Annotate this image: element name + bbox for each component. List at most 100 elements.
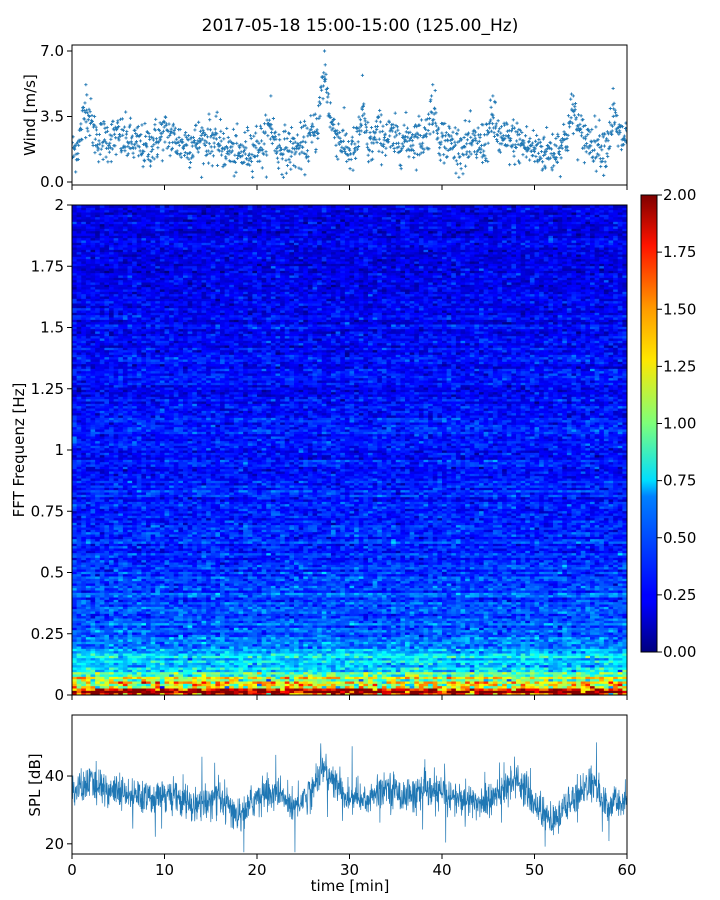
spectrogram-cell bbox=[81, 664, 87, 668]
spectrogram-cell bbox=[187, 688, 193, 691]
spectrogram-cell bbox=[423, 676, 429, 680]
spectrogram-cell bbox=[354, 690, 360, 694]
wind-point bbox=[182, 153, 187, 158]
spectrogram-cell bbox=[169, 667, 175, 670]
spectrogram-cell bbox=[196, 676, 203, 680]
spectrogram-cell bbox=[90, 676, 96, 680]
spectrogram-cell bbox=[391, 688, 397, 691]
figure-title: 2017-05-18 15:00-15:00 (125.00_Hz) bbox=[202, 16, 519, 36]
spectrogram-cell bbox=[229, 667, 235, 670]
spectrogram-cell bbox=[418, 692, 425, 695]
spectrogram-cell bbox=[164, 669, 170, 673]
spectrogram-cell bbox=[344, 681, 351, 684]
spectrogram-cell bbox=[275, 678, 281, 682]
wind-point bbox=[522, 141, 526, 145]
spectrogram-cell bbox=[289, 664, 295, 668]
spectrogram-cell bbox=[307, 681, 314, 684]
spectrogram-cell bbox=[206, 692, 212, 695]
spectrogram-cell bbox=[580, 690, 586, 694]
wind-point bbox=[284, 171, 288, 175]
spectrogram-cell bbox=[155, 681, 161, 684]
wind-point bbox=[562, 130, 566, 134]
spectrogram-cell bbox=[178, 667, 184, 670]
spectrogram-cell bbox=[266, 667, 272, 670]
spectrogram-cell bbox=[511, 688, 517, 691]
spectrogram-cell bbox=[506, 676, 512, 680]
spectrogram-cell bbox=[479, 676, 485, 680]
wind-point bbox=[487, 130, 491, 134]
wind-point bbox=[74, 152, 78, 156]
spectrogram-cell bbox=[326, 671, 332, 675]
spectrogram-cell bbox=[252, 662, 258, 666]
wind-point bbox=[378, 130, 382, 134]
wind-peak-point bbox=[322, 49, 327, 53]
spectrogram-cell bbox=[81, 662, 87, 666]
spectrogram-cell bbox=[257, 674, 263, 677]
spectrogram-cell bbox=[252, 678, 258, 682]
spectrogram-cell bbox=[284, 681, 290, 684]
wind-point bbox=[125, 129, 129, 134]
spectrogram-cell bbox=[270, 681, 277, 684]
spectrogram-cell bbox=[506, 667, 512, 670]
wind-point bbox=[594, 125, 598, 129]
spectrogram-cell bbox=[220, 664, 226, 668]
spectrogram-cell bbox=[349, 683, 355, 687]
wind-point bbox=[271, 116, 276, 121]
spectrogram-cell bbox=[146, 660, 152, 663]
wind-point bbox=[328, 101, 333, 105]
spectrogram-cell bbox=[252, 657, 258, 661]
wind-point bbox=[576, 124, 580, 128]
spectrogram-cell bbox=[409, 662, 415, 666]
wind-point bbox=[127, 141, 131, 145]
wind-point bbox=[219, 129, 223, 133]
wind-point bbox=[555, 156, 559, 160]
wind-point bbox=[336, 122, 341, 126]
spectrogram-cell bbox=[594, 676, 600, 680]
spectrogram-cell bbox=[580, 688, 586, 691]
spectrogram-cell bbox=[502, 688, 508, 691]
spectrogram-cell bbox=[340, 664, 346, 668]
spectrogram-cell bbox=[488, 664, 494, 668]
spectrogram-cell bbox=[428, 690, 434, 694]
wind-point bbox=[184, 135, 189, 139]
wind-point bbox=[136, 124, 140, 129]
spectrogram-cell bbox=[442, 678, 448, 682]
spectrogram-cell bbox=[428, 692, 434, 695]
spectrogram-cell bbox=[335, 676, 341, 680]
wind-point bbox=[123, 145, 127, 149]
spectrogram-cell bbox=[178, 688, 184, 691]
wind-point bbox=[404, 110, 408, 115]
spectrogram-cell bbox=[506, 671, 512, 675]
wind-point bbox=[514, 146, 518, 150]
spectrogram-cell bbox=[525, 674, 531, 677]
spectrogram-cell bbox=[183, 662, 189, 666]
wind-point bbox=[151, 147, 155, 152]
wind-point bbox=[262, 142, 266, 146]
spectrogram-cell bbox=[599, 664, 605, 668]
spectrogram-cell bbox=[576, 660, 582, 663]
spectrogram-cell bbox=[418, 688, 425, 691]
spectrogram-cell bbox=[344, 688, 351, 691]
spectrogram-cell bbox=[127, 690, 133, 694]
wind-point bbox=[230, 149, 234, 153]
wind-point bbox=[513, 162, 517, 166]
wind-point bbox=[525, 125, 529, 129]
spectrogram-cell bbox=[405, 690, 411, 694]
wind-point bbox=[329, 115, 333, 120]
spectrogram-cell bbox=[344, 685, 351, 689]
wind-point bbox=[597, 118, 601, 122]
spectrogram-cell bbox=[303, 671, 309, 675]
wind-point bbox=[378, 108, 382, 113]
wind-point bbox=[264, 175, 268, 179]
spectrogram-cell bbox=[155, 678, 161, 682]
spectrogram-cell bbox=[460, 664, 466, 668]
wind-point bbox=[116, 119, 120, 123]
spectrogram-cell bbox=[566, 664, 573, 668]
spectrogram-cell bbox=[465, 685, 471, 689]
spectrogram-cell bbox=[543, 685, 549, 689]
spectrogram-cell bbox=[104, 669, 110, 673]
wind-point bbox=[593, 114, 597, 118]
spectrogram-cell bbox=[289, 678, 295, 682]
spectrogram-cell bbox=[192, 690, 198, 694]
spectrogram-cell bbox=[340, 678, 346, 682]
